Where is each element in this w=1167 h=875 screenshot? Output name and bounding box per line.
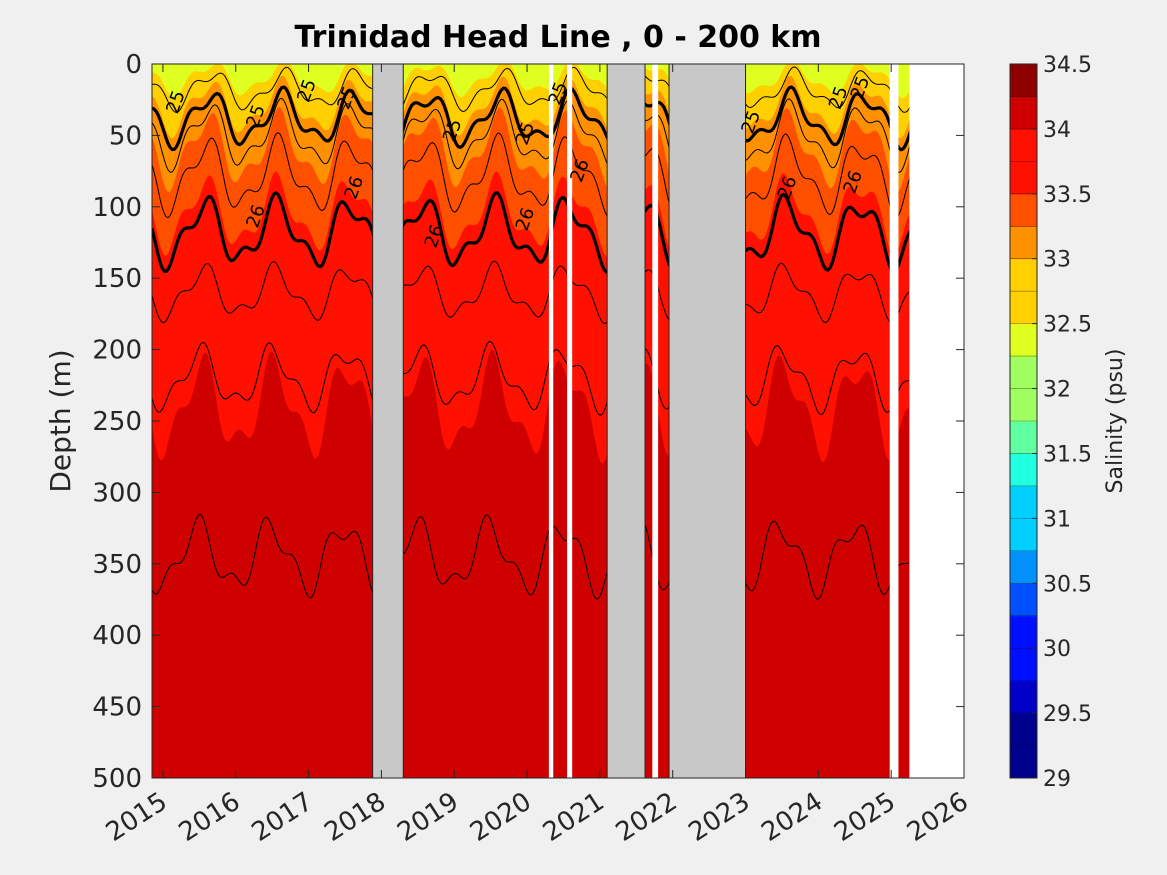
colorbar-tick-label-32: 32: [1043, 378, 1071, 403]
x-tick-label-2025: 2025: [829, 787, 901, 848]
colorbar-segment-22: [1010, 64, 1037, 97]
colorbar-tick-label-34.5: 34.5: [1043, 53, 1092, 78]
x-tick-label-2021: 2021: [538, 787, 610, 848]
colorbar-segment-2: [1010, 713, 1037, 747]
colorbar-segment-8: [1010, 518, 1037, 552]
colorbar-segment-9: [1010, 485, 1037, 519]
x-tick-label-2016: 2016: [174, 787, 246, 848]
colorbar-segment-18: [1010, 193, 1037, 227]
data-gaps: [372, 64, 964, 778]
density-contour-1: [152, 66, 964, 114]
colorbar-segment-11: [1010, 421, 1037, 454]
colorbar-segment-7: [1010, 550, 1037, 584]
data-gap-2: [567, 64, 573, 778]
x-tick-label-2017: 2017: [247, 787, 319, 848]
colorbar-segment-14: [1010, 323, 1037, 357]
density-contour-3: [152, 97, 964, 173]
y-tick-label-50: 50: [109, 121, 142, 151]
y-tick-label-250: 250: [92, 407, 142, 437]
y-axis: 0 50 100 150 200 250 300 350 400 450 500: [92, 50, 964, 794]
colorbar-tick-label-33: 33: [1043, 248, 1071, 273]
x-tick-label-2018: 2018: [319, 787, 391, 848]
y-tick-label-300: 300: [92, 478, 142, 508]
y-axis-label: Depth (m): [44, 349, 77, 492]
colorbar-label: Salinity (psu): [1103, 349, 1128, 494]
colorbar-tick-label-34: 34: [1043, 118, 1071, 143]
data-gap-3: [652, 64, 659, 778]
no-data-period-3: [668, 64, 747, 778]
no-data-period-2: [606, 64, 646, 778]
colorbar: 29 29.5 30 30.5 31 31.5 32 32.5 33 33.5 34 34.5: [1009, 53, 1092, 792]
colorbar-tick-label-32.5: 32.5: [1043, 313, 1092, 338]
colorbar-segment-6: [1010, 583, 1037, 617]
x-tick-label-2022: 2022: [611, 787, 683, 848]
y-tick-label-0: 0: [125, 50, 142, 80]
density-contour-2: [152, 85, 964, 152]
density-contour-6: [152, 260, 964, 325]
data-gap-1: [548, 64, 554, 778]
data-gap-4: [889, 64, 899, 778]
colorbar-frame: [1009, 63, 1038, 779]
colorbar-tick-label-31.5: 31.5: [1043, 442, 1092, 467]
density-contours: [152, 66, 964, 601]
y-tick-label-450: 450: [92, 693, 142, 723]
density-contour-7: [152, 340, 964, 416]
density-contour-4: [152, 131, 964, 219]
colorbar-segment-20: [1010, 128, 1037, 162]
x-tick-label-2019: 2019: [392, 787, 464, 848]
colorbar-tick-label-30.5: 30.5: [1043, 572, 1092, 597]
y-tick-label-200: 200: [92, 336, 142, 366]
colorbar-segment-4: [1010, 648, 1037, 682]
x-tick-label-2015: 2015: [101, 787, 173, 848]
colorbar-segment-12: [1010, 388, 1037, 422]
colorbar-segment-19: [1010, 161, 1037, 195]
colorbar-segment-13: [1010, 356, 1037, 390]
y-tick-label-100: 100: [92, 193, 142, 223]
x-tick-label-2024: 2024: [756, 787, 828, 848]
colorbar-tick-label-30: 30: [1043, 637, 1071, 662]
colorbar-segment-5: [1010, 615, 1037, 649]
colorbar-segment-17: [1010, 226, 1037, 260]
y-tick-label-400: 400: [92, 621, 142, 651]
colorbar-segment-3: [1010, 680, 1037, 714]
x-tick-label-2026: 2026: [902, 787, 974, 848]
colorbar-tick-label-29: 29: [1043, 767, 1071, 792]
no-data-period-1: [372, 64, 404, 778]
colorbar-segment-10: [1010, 453, 1037, 487]
layer-surface: [152, 64, 964, 99]
y-tick-label-150: 150: [92, 264, 142, 294]
colorbar-tick-label-31: 31: [1043, 507, 1071, 532]
colorbar-tick-label-29.5: 29.5: [1043, 702, 1092, 727]
colorbar-segment-16: [1010, 258, 1037, 292]
salinity-layers: [152, 64, 964, 778]
y-tick-label-500: 500: [92, 764, 142, 794]
chart-title: Trinidad Head Line , 0 - 200 km: [294, 20, 821, 55]
density-contour-5: [152, 190, 964, 275]
colorbar-segment-1: [1010, 745, 1037, 779]
colorbar-tick-label-33.5: 33.5: [1043, 183, 1092, 208]
x-tick-label-2020: 2020: [465, 787, 537, 848]
x-tick-label-2023: 2023: [684, 787, 756, 848]
data-gap-5: [909, 64, 964, 778]
y-tick-label-350: 350: [92, 550, 142, 580]
colorbar-segment-21: [1010, 96, 1037, 130]
colorbar-segment-15: [1010, 291, 1037, 325]
density-contour-8: [152, 513, 964, 601]
